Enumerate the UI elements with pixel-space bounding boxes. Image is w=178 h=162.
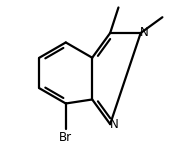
Text: N: N — [110, 118, 119, 131]
Text: Br: Br — [59, 131, 72, 144]
Text: N: N — [140, 26, 149, 39]
